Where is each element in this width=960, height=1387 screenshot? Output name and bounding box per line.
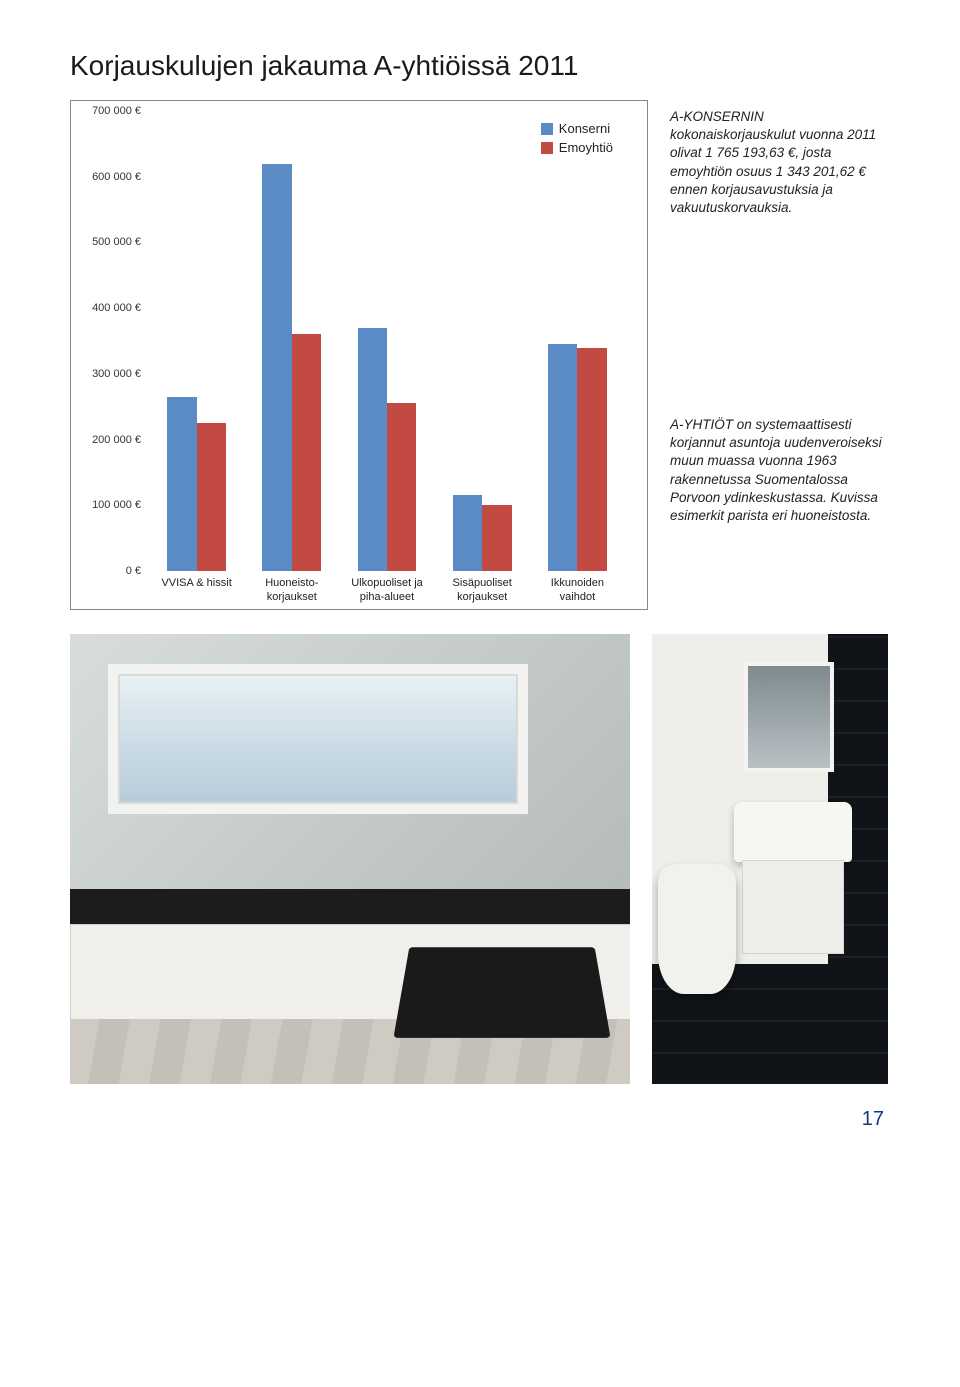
y-tick-label: 0 €	[126, 565, 141, 577]
x-tick-label: VVISA & hissit	[149, 577, 244, 605]
legend-item: Emoyhtiö	[541, 140, 613, 155]
legend-swatch	[541, 142, 553, 154]
y-tick-label: 300 000 €	[92, 368, 141, 380]
x-tick-label: Ikkunoidenvaihdot	[530, 577, 625, 605]
legend-item: Konserni	[541, 121, 613, 136]
legend-label: Konserni	[559, 121, 610, 136]
bar-emoyhtio	[482, 505, 511, 571]
chart-container: 0 € 100 000 € 200 000 € 300 000 € 400 000 € 5…	[70, 100, 648, 610]
bar-konserni	[358, 328, 387, 571]
bar-emoyhtio	[197, 423, 226, 571]
y-tick-label: 400 000 €	[92, 302, 141, 314]
photo-kitchen	[70, 634, 630, 1084]
bar-konserni	[262, 164, 291, 571]
page-number: 17	[70, 1108, 890, 1131]
bar-emoyhtio	[292, 334, 321, 571]
chart-legend: Konserni Emoyhtiö	[541, 121, 613, 159]
legend-swatch	[541, 123, 553, 135]
side-text-mid: A-YHTIÖT on systemaattisesti korjannut a…	[670, 412, 890, 612]
bar-konserni	[167, 397, 196, 571]
y-tick-label: 600 000 €	[92, 171, 141, 183]
page-title: Korjauskulujen jakauma A-yhtiöissä 2011	[70, 50, 890, 82]
legend-label: Emoyhtiö	[559, 140, 613, 155]
bar-emoyhtio	[577, 348, 606, 571]
bar-konserni	[548, 344, 577, 571]
y-tick-label: 500 000 €	[92, 236, 141, 248]
x-tick-label: Ulkopuoliset japiha-alueet	[339, 577, 434, 605]
bar-konserni	[453, 495, 482, 571]
y-tick-label: 100 000 €	[92, 499, 141, 511]
y-tick-label: 700 000 €	[92, 105, 141, 117]
bar-chart: 0 € 100 000 € 200 000 € 300 000 € 400 000 € 5…	[70, 100, 648, 610]
x-tick-label: Huoneisto-korjaukset	[244, 577, 339, 605]
y-tick-label: 200 000 €	[92, 434, 141, 446]
bar-emoyhtio	[387, 403, 416, 571]
photo-bathroom	[652, 634, 888, 1084]
x-tick-label: Sisäpuolisetkorjaukset	[435, 577, 530, 605]
